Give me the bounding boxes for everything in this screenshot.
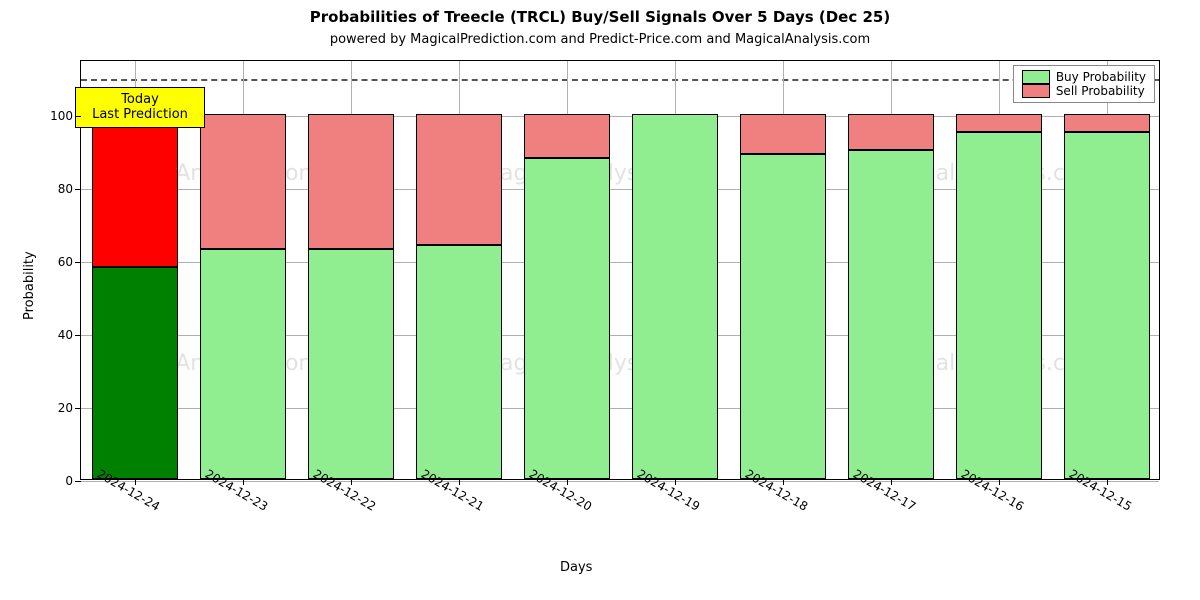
bar-buy	[848, 150, 934, 479]
legend-item-sell: Sell Probability	[1022, 84, 1146, 98]
bar-sell	[1064, 114, 1150, 132]
y-tick-label: 0	[65, 474, 73, 488]
bar-buy	[632, 114, 718, 479]
bar-sell	[848, 114, 934, 151]
legend-swatch-buy	[1022, 70, 1050, 84]
legend: Buy Probability Sell Probability	[1013, 65, 1155, 103]
bar-group	[956, 59, 1042, 479]
y-tick-label: 40	[58, 328, 73, 342]
bar-group	[632, 59, 718, 479]
y-tick-label: 80	[58, 182, 73, 196]
bar-buy	[956, 132, 1042, 479]
bar-buy	[92, 267, 178, 479]
y-tick-label: 20	[58, 401, 73, 415]
y-tick-label: 60	[58, 255, 73, 269]
bar-buy	[524, 158, 610, 479]
bar-group	[1064, 59, 1150, 479]
bar-sell	[524, 114, 610, 158]
plot-area: MagicalAnalysis.com MagicalAnalysis.com …	[80, 60, 1160, 480]
bar-buy	[740, 154, 826, 479]
bar-group	[848, 59, 934, 479]
legend-label-sell: Sell Probability	[1056, 84, 1145, 98]
bar-buy	[416, 245, 502, 479]
today-annotation: Today Last Prediction	[75, 87, 205, 128]
bar-sell	[416, 114, 502, 245]
bar-group	[524, 59, 610, 479]
y-tick-label: 100	[50, 109, 73, 123]
bar-buy	[1064, 132, 1150, 479]
legend-swatch-sell	[1022, 84, 1050, 98]
bar-sell	[740, 114, 826, 154]
chart-figure: Probabilities of Treecle (TRCL) Buy/Sell…	[0, 0, 1200, 600]
bar-group	[200, 59, 286, 479]
legend-label-buy: Buy Probability	[1056, 70, 1146, 84]
bar-group	[740, 59, 826, 479]
bar-sell	[956, 114, 1042, 132]
x-axis-label: Days	[560, 560, 592, 575]
annotation-line2: Last Prediction	[86, 107, 194, 123]
y-axis-label: Probability	[22, 251, 37, 320]
annotation-line1: Today	[86, 92, 194, 108]
bar-group	[416, 59, 502, 479]
bar-sell	[92, 114, 178, 267]
bar-sell	[308, 114, 394, 249]
legend-item-buy: Buy Probability	[1022, 70, 1146, 84]
bar-group	[308, 59, 394, 479]
bar-buy	[308, 249, 394, 479]
bar-sell	[200, 114, 286, 249]
chart-subtitle: powered by MagicalPrediction.com and Pre…	[0, 32, 1200, 47]
chart-title: Probabilities of Treecle (TRCL) Buy/Sell…	[0, 8, 1200, 26]
bar-buy	[200, 249, 286, 479]
bars-layer	[81, 61, 1159, 479]
